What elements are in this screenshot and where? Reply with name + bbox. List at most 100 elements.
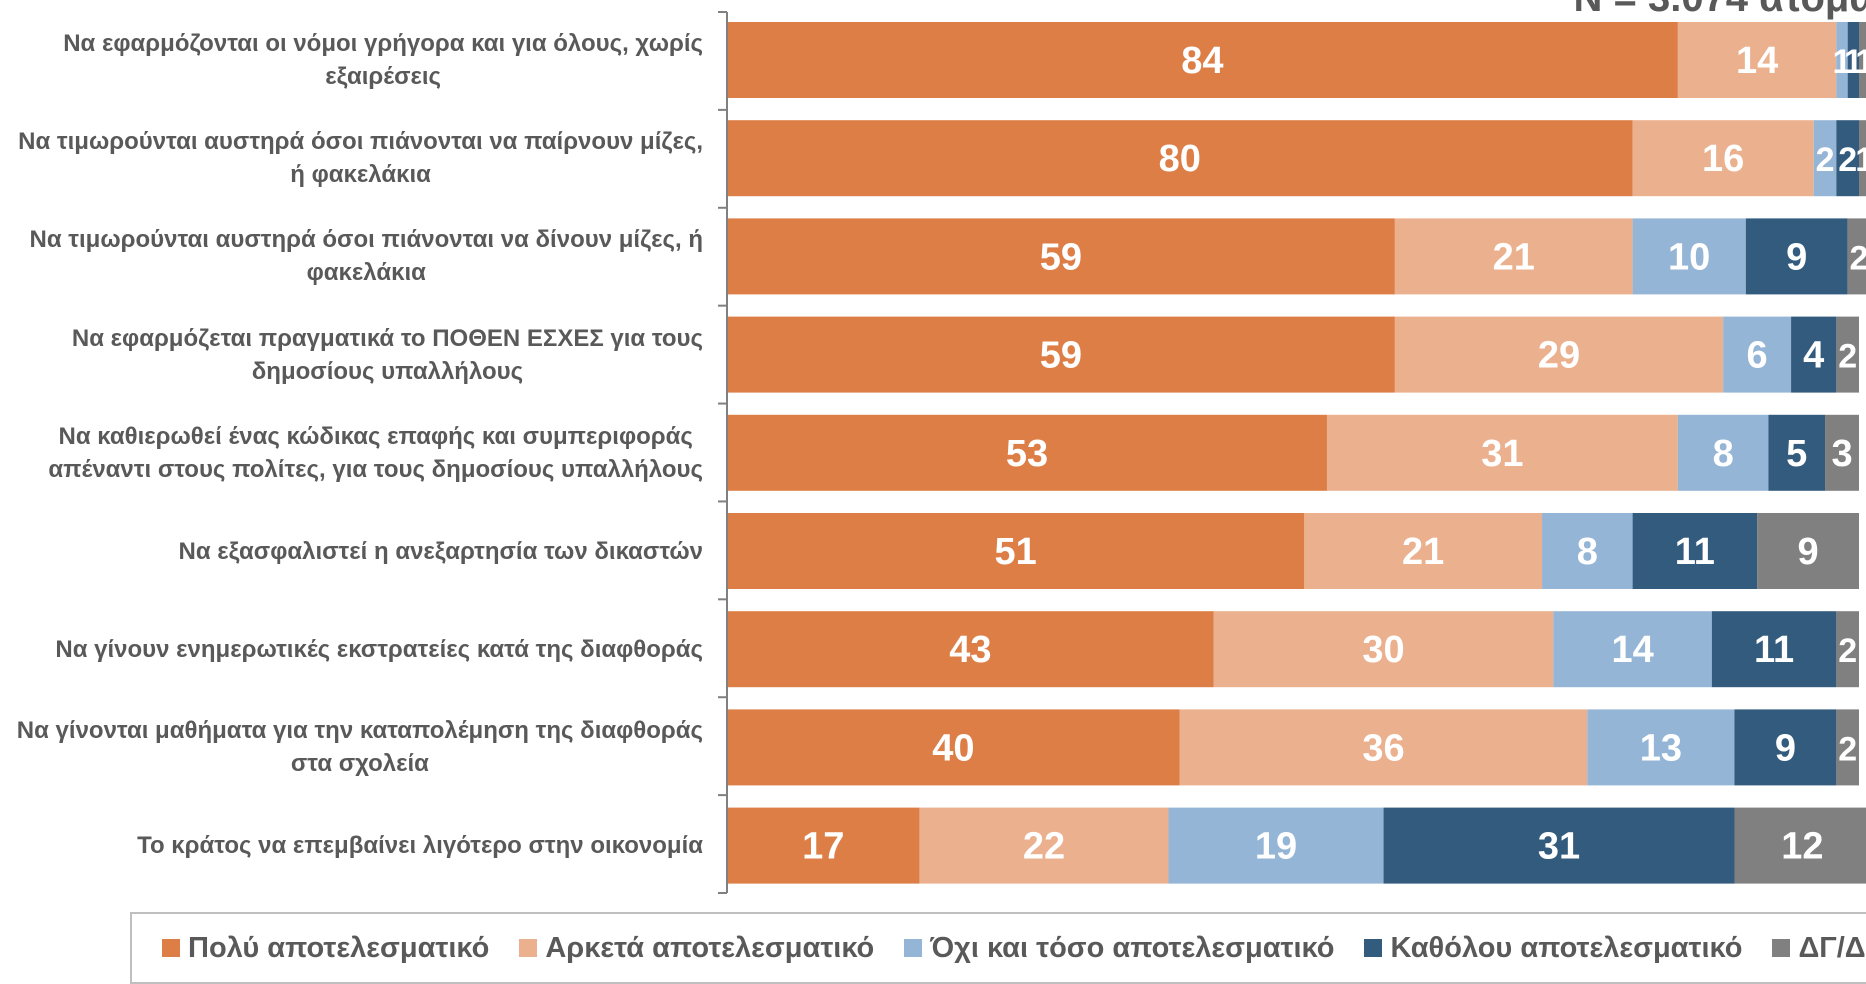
category-label: Να εφαρμόζεται πραγματικά το ΠΟΘΕΝ ΕΣΧΕΣ… <box>3 317 703 393</box>
sample-size-note: N = 3.074 άτομα <box>1573 0 1866 21</box>
category-label-line: εξαιρέσεις <box>325 63 442 90</box>
bar-segment <box>1587 709 1735 786</box>
bar-segment <box>1326 414 1678 491</box>
category-label-line: στα σχολεία <box>290 750 429 778</box>
category-label: Να καθιερωθεί ένας κώδικας επαφής και συ… <box>3 415 703 491</box>
category-label: Να εξασφαλιστεί η ανεξαρτησία των δικαστ… <box>3 513 703 589</box>
bar-segment <box>727 709 1180 786</box>
legend-swatch <box>519 939 538 957</box>
bar-segment <box>1553 611 1712 688</box>
bar-segment <box>1825 414 1859 491</box>
bar-segment <box>1179 709 1588 786</box>
data-label: 14 <box>1736 40 1778 82</box>
bar-segment <box>1677 414 1769 491</box>
data-label: 21 <box>1493 236 1535 278</box>
category-label-text: Να γίνουν ενημερωτικές εκστρατείες κατά … <box>55 633 703 666</box>
data-label: 59 <box>1040 236 1082 278</box>
data-label: 1 <box>1844 43 1863 81</box>
bar-segment <box>727 807 920 884</box>
bar-segment <box>1757 513 1859 589</box>
data-label: 9 <box>1797 531 1818 573</box>
category-label: Να γίνουν ενημερωτικές εκστρατείες κατά … <box>3 611 703 687</box>
category-label-line: Να εφαρμόζονται οι νόμοι γρήγορα και για… <box>63 30 703 57</box>
category-label: Να τιμωρούνται αυστηρά όσοι πιάνονται να… <box>3 218 703 294</box>
legend-item: Όχι και τόσο αποτελεσματικό <box>904 932 1334 965</box>
category-label-text: Να γίνονται μαθήματα για την καταπολέμησ… <box>17 714 703 780</box>
data-label: 53 <box>1006 433 1048 475</box>
data-label: 8 <box>1713 433 1734 475</box>
data-label: 30 <box>1362 629 1404 671</box>
category-label-line: Να εφαρμόζεται πραγματικά το ΠΟΘΕΝ ΕΣΧΕΣ… <box>71 324 703 352</box>
legend-item: Αρκετά αποτελεσματικό <box>519 932 874 965</box>
bar-segment <box>1632 218 1746 295</box>
bar-segment <box>1394 218 1633 295</box>
chart-legend: Πολύ αποτελεσματικό Αρκετά αποτελεσματικό… <box>130 912 1866 984</box>
category-label-line: Να εξασφαλιστεί η ανεξαρτησία των δικαστ… <box>178 537 703 565</box>
bar-segment <box>727 218 1395 295</box>
bar-segment <box>1836 22 1848 98</box>
bar-segment <box>1836 709 1859 786</box>
legend-swatch <box>904 939 923 957</box>
legend-swatch <box>162 939 180 957</box>
category-label: Να τιμωρούνται αυστηρά όσοι πιάνονται να… <box>3 120 703 196</box>
bar-segment <box>1859 22 1866 98</box>
category-label-text: Να εξασφαλιστεί η ανεξαρτησία των δικαστ… <box>178 535 703 568</box>
data-label: 6 <box>1747 335 1768 377</box>
bar-segment <box>1836 120 1859 197</box>
data-label: 10 <box>1668 236 1710 278</box>
data-label: 2 <box>1838 730 1857 768</box>
bar-segment <box>1383 807 1735 884</box>
data-label: 14 <box>1611 629 1653 671</box>
category-label: Να γίνονται μαθήματα για την καταπολέμησ… <box>3 709 703 785</box>
category-label-line: ή φακελάκια <box>290 161 431 189</box>
category-label-text: Να τιμωρούνται αυστηρά όσοι πιάνονται να… <box>30 223 703 289</box>
data-label: 59 <box>1040 335 1082 377</box>
bar-segment <box>1723 316 1792 393</box>
bar-segment <box>727 22 1678 98</box>
data-label: 12 <box>1781 826 1823 868</box>
bar-segment <box>727 611 1214 688</box>
legend-label: Καθόλου αποτελεσματικό <box>1390 931 1743 964</box>
bar-segment <box>1677 22 1837 98</box>
bar-segment <box>1791 316 1837 393</box>
data-label: 31 <box>1481 433 1523 475</box>
category-label-line: Να γίνονται μαθήματα για την καταπολέμησ… <box>16 717 703 745</box>
bar-segment <box>1632 513 1758 589</box>
data-label: 19 <box>1255 826 1297 868</box>
category-label-line: Να τιμωρούνται αυστηρά όσοι πιάνονται να… <box>29 226 703 254</box>
data-label: 9 <box>1786 236 1807 278</box>
bar-segment <box>1394 316 1724 393</box>
legend-label: Όχι και τόσο αποτελεσματικό <box>930 931 1335 964</box>
data-label: 11 <box>1754 629 1794 671</box>
category-label-line: Να γίνουν ενημερωτικές εκστρατείες κατά … <box>55 635 703 663</box>
category-label-text: Να καθιερωθεί ένας κώδικας επαφής και συ… <box>48 420 703 486</box>
data-label: 13 <box>1640 727 1682 769</box>
category-label-text: Να εφαρμόζεται πραγματικά το ΠΟΘΕΝ ΕΣΧΕΣ… <box>72 322 703 388</box>
data-label: 22 <box>1023 826 1065 868</box>
bar-segment <box>1836 611 1859 688</box>
data-label: 1 <box>1855 43 1866 81</box>
data-label: 31 <box>1538 826 1580 868</box>
legend-label: Αρκετά αποτελεσματικό <box>545 931 875 964</box>
data-label: 43 <box>949 629 991 671</box>
bar-segment <box>727 316 1395 393</box>
category-label: Να εφαρμόζονται οι νόμοι γρήγορα και για… <box>3 22 703 98</box>
bar-segment <box>1836 316 1859 393</box>
bar-segment <box>1542 513 1633 589</box>
bar-segment <box>1168 807 1384 884</box>
category-label-text: Το κράτος να επεμβαίνει λιγότερο στην οι… <box>137 829 703 862</box>
bar-segment <box>1859 120 1866 197</box>
bar-segment <box>727 414 1327 491</box>
data-label: 40 <box>932 727 974 769</box>
category-label-text: Να τιμωρούνται αυστηρά όσοι πιάνονται να… <box>18 125 703 191</box>
data-label: 5 <box>1786 433 1807 475</box>
data-label: 17 <box>802 826 844 868</box>
legend-item: Καθόλου αποτελεσματικό <box>1364 932 1742 965</box>
category-label-line: Να τιμωρούνται αυστηρά όσοι πιάνονται να… <box>18 128 703 156</box>
bar-segment <box>1813 120 1837 197</box>
data-label: 4 <box>1803 335 1824 377</box>
legend-label: Πολύ αποτελεσματικό <box>188 931 490 964</box>
bar-segment <box>1734 807 1866 884</box>
bar-segment <box>1304 513 1543 589</box>
